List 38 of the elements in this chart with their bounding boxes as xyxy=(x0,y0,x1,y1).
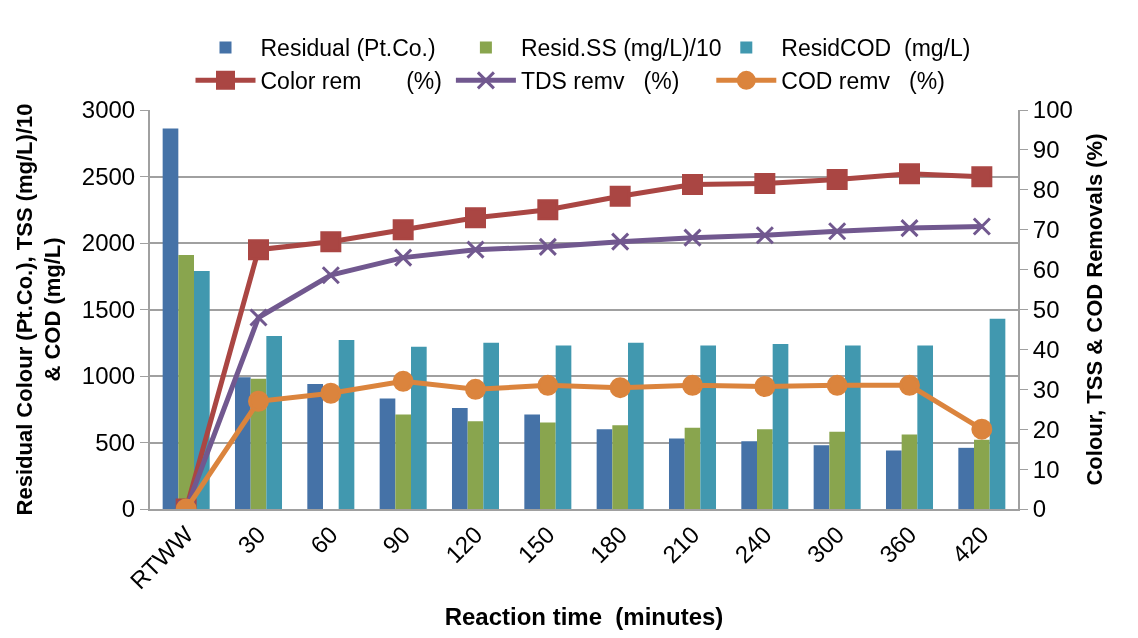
y2-tick-label: 0 xyxy=(1032,495,1047,523)
y2-tick-label: 10 xyxy=(1032,455,1060,483)
x-tick-label: 240 xyxy=(729,520,777,569)
y-tick-label: 2500 xyxy=(81,162,136,190)
y-tick-label: 0 xyxy=(121,495,136,523)
x-tick-label: 30 xyxy=(232,520,271,559)
y-tick-label: 1000 xyxy=(81,362,136,390)
legend-label: ResidCOD (mg/L) xyxy=(781,35,971,62)
x-axis-title: Reaction time (minutes) xyxy=(444,602,724,630)
x-tick-label: 210 xyxy=(657,520,705,569)
y2-tick-label: 30 xyxy=(1032,375,1060,403)
legend-label: Color rem (%) xyxy=(260,68,442,95)
y2-tick-label: 60 xyxy=(1032,256,1060,283)
legend-label: Residual (Pt.Co.) xyxy=(260,35,436,62)
y2-tick-label: 70 xyxy=(1032,216,1060,244)
y-tick-label: 1500 xyxy=(81,295,136,323)
y-tick-label: 2000 xyxy=(81,229,136,257)
y-tick-label: 3000 xyxy=(81,96,136,124)
y2-tick-label: 80 xyxy=(1032,176,1060,204)
legend-label: Resid.SS (mg/L)/10 xyxy=(520,35,722,62)
y2-axis-title: Colour, TSS & COD Removals (%) xyxy=(1082,133,1108,486)
legend-label: COD remv (%) xyxy=(781,68,945,95)
y2-tick-label: 100 xyxy=(1032,96,1073,124)
y2-tick-label: 50 xyxy=(1032,295,1060,323)
x-tick-label: 120 xyxy=(440,520,488,569)
x-tick-label: 150 xyxy=(512,520,560,569)
y2-tick-label: 40 xyxy=(1032,335,1060,363)
x-tick-label: 420 xyxy=(946,520,994,569)
x-tick-label: 60 xyxy=(304,520,343,559)
x-tick-label: 90 xyxy=(377,520,416,559)
y-tick-label: 500 xyxy=(95,428,136,456)
x-tick-label: 180 xyxy=(584,520,633,569)
y2-tick-label: 20 xyxy=(1032,415,1060,443)
x-tick-label: 300 xyxy=(801,520,850,569)
x-tick-label: 360 xyxy=(874,520,922,569)
y2-tick-label: 90 xyxy=(1032,136,1060,164)
y-axis-title: Residual Colour (Pt.Co.), TSS (mg/L)/10 & COD (mg/L) xyxy=(11,103,66,516)
legend-label: TDS remv (%) xyxy=(520,68,680,95)
